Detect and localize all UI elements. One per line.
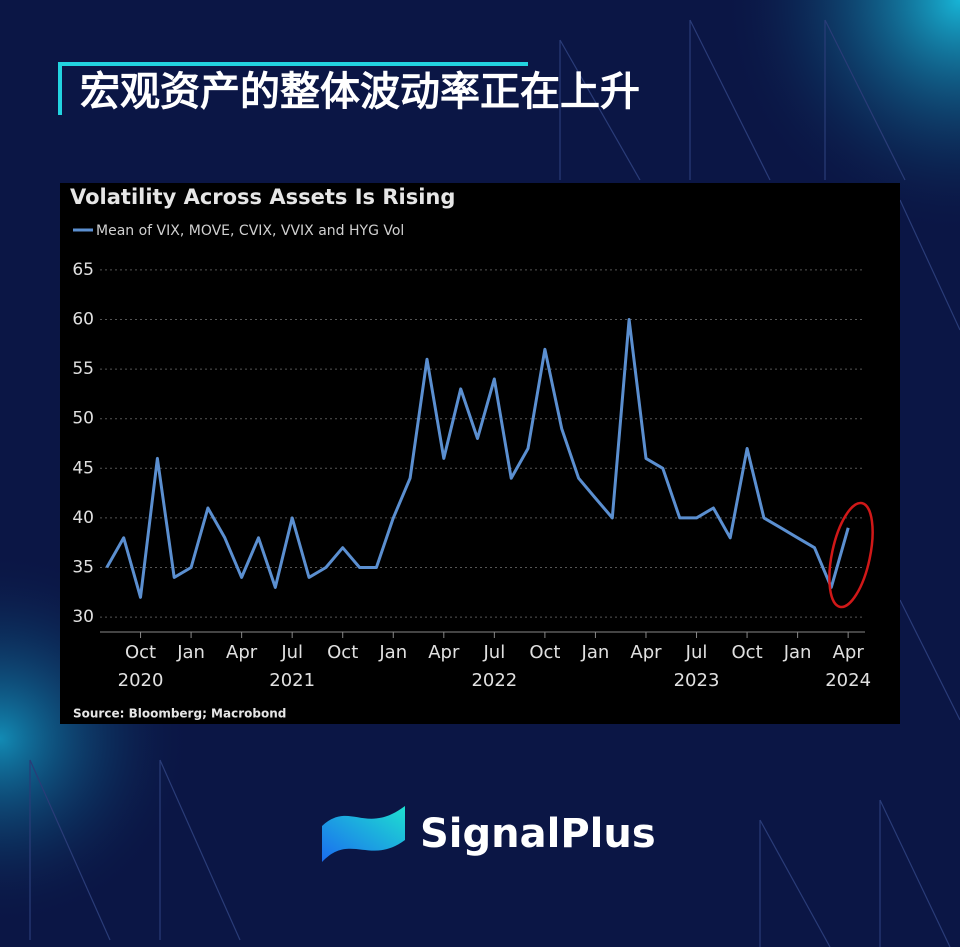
brand-logo	[322, 806, 405, 862]
x-tick-year: 2020	[118, 670, 164, 691]
x-tick-year: 2024	[825, 670, 871, 691]
data-line	[105, 318, 850, 599]
x-tick-label: Jan	[176, 642, 205, 663]
decor-lines	[29, 19, 960, 947]
x-tick-label: Apr	[630, 642, 662, 663]
brand-name: SignalPlus	[420, 811, 656, 857]
x-tick-label: Apr	[428, 642, 460, 663]
chart-panel	[60, 183, 900, 724]
x-tick-label: Jan	[581, 642, 610, 663]
x-tick-label: Oct	[732, 642, 763, 663]
header-bracket	[58, 62, 528, 115]
chart: Volatility Across Assets Is Rising Sourc…	[70, 185, 871, 721]
y-tick-label: 60	[72, 309, 94, 329]
x-tick-label: Jul	[685, 642, 708, 663]
x-tick-label: Oct	[529, 642, 560, 663]
x-tick-label: Jan	[378, 642, 407, 663]
x-tick-label: Jul	[280, 642, 303, 663]
x-tick-label: Apr	[226, 642, 258, 663]
y-tick-label: 45	[72, 458, 94, 478]
chart-source: Source: Bloomberg; Macrobond	[73, 707, 286, 721]
x-tick-label: Jul	[482, 642, 505, 663]
y-tick-label: 50	[72, 409, 94, 429]
x-tick-year: 2023	[674, 670, 720, 691]
header-title: 宏观资产的整体波动率正在上升	[80, 69, 640, 115]
x-tick-label: Oct	[327, 642, 358, 663]
y-tick-label: 65	[72, 260, 94, 280]
x-tick-year: 2022	[471, 670, 517, 691]
chart-title: Volatility Across Assets Is Rising	[70, 185, 455, 209]
x-tick-year: 2021	[269, 670, 315, 691]
x-tick-label: Oct	[125, 642, 156, 663]
y-tick-label: 40	[72, 508, 94, 528]
y-tick-label: 35	[72, 558, 94, 578]
y-tick-label: 55	[72, 359, 94, 379]
x-tick-label: Jan	[783, 642, 812, 663]
x-tick-label: Apr	[833, 642, 865, 663]
y-tick-label: 30	[72, 607, 94, 627]
legend-label: Mean of VIX, MOVE, CVIX, VVIX and HYG Vo…	[96, 223, 404, 239]
highlight-ellipse	[828, 501, 874, 609]
